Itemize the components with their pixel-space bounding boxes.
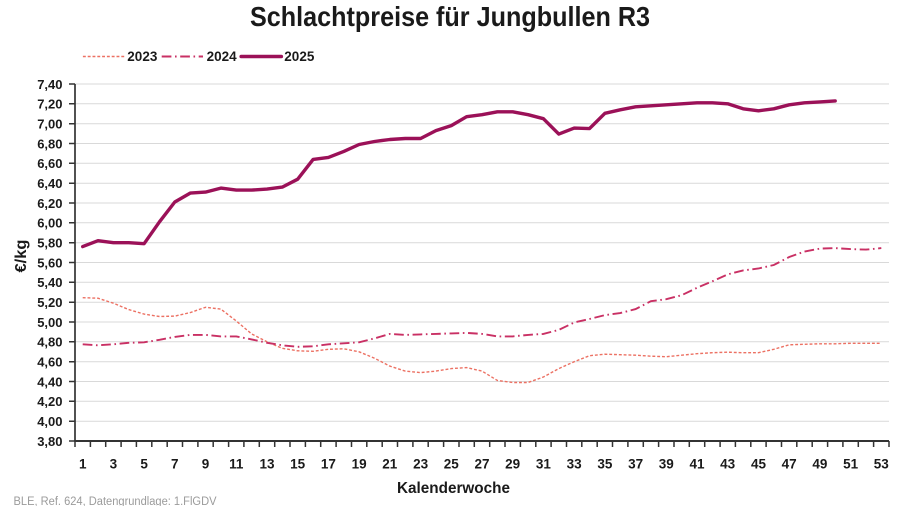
svg-text:33: 33 [567, 457, 583, 472]
svg-text:13: 13 [259, 457, 275, 472]
svg-text:5,00: 5,00 [37, 315, 62, 330]
svg-text:7,00: 7,00 [37, 117, 62, 132]
svg-text:21: 21 [382, 457, 398, 472]
svg-text:5,20: 5,20 [37, 295, 62, 310]
svg-text:31: 31 [536, 457, 552, 472]
svg-text:Schlachtpreise für Jungbullen: Schlachtpreise für Jungbullen R3 [250, 1, 650, 32]
svg-text:4,40: 4,40 [37, 374, 62, 389]
svg-text:43: 43 [720, 457, 736, 472]
svg-text:29: 29 [505, 457, 520, 472]
svg-text:47: 47 [782, 457, 797, 472]
svg-text:7,20: 7,20 [37, 97, 62, 112]
svg-text:11: 11 [229, 457, 244, 472]
svg-text:19: 19 [352, 457, 367, 472]
svg-text:6,60: 6,60 [37, 156, 62, 171]
svg-text:7: 7 [171, 457, 179, 472]
svg-text:7,40: 7,40 [37, 77, 62, 92]
svg-text:5,80: 5,80 [37, 236, 62, 251]
svg-text:41: 41 [689, 457, 705, 472]
svg-text:4,00: 4,00 [37, 414, 62, 429]
svg-text:2025: 2025 [284, 49, 315, 64]
svg-text:4,20: 4,20 [37, 394, 62, 409]
svg-text:€/kg: €/kg [13, 240, 30, 273]
svg-text:3: 3 [110, 457, 118, 472]
svg-text:25: 25 [444, 457, 460, 472]
svg-text:37: 37 [628, 457, 643, 472]
svg-text:27: 27 [474, 457, 489, 472]
svg-text:2024: 2024 [207, 49, 238, 64]
svg-text:6,80: 6,80 [37, 136, 62, 151]
svg-text:6,00: 6,00 [37, 216, 62, 231]
svg-text:53: 53 [874, 457, 890, 472]
svg-text:51: 51 [843, 457, 859, 472]
svg-text:17: 17 [321, 457, 336, 472]
svg-text:49: 49 [812, 457, 827, 472]
svg-text:23: 23 [413, 457, 429, 472]
svg-text:4,60: 4,60 [37, 355, 62, 370]
svg-text:39: 39 [659, 457, 674, 472]
svg-text:45: 45 [751, 457, 767, 472]
svg-text:6,40: 6,40 [37, 176, 62, 191]
svg-text:2023: 2023 [127, 49, 158, 64]
svg-text:BLE, Ref. 624, Datengrundlage:: BLE, Ref. 624, Datengrundlage: 1.FlGDV [14, 496, 217, 506]
svg-text:6,20: 6,20 [37, 196, 62, 211]
svg-text:1: 1 [79, 457, 87, 472]
svg-text:15: 15 [290, 457, 306, 472]
svg-text:5,40: 5,40 [37, 275, 62, 290]
svg-text:5,60: 5,60 [37, 255, 62, 270]
svg-text:9: 9 [202, 457, 210, 472]
svg-text:Kalenderwoche: Kalenderwoche [397, 480, 510, 497]
svg-text:4,80: 4,80 [37, 335, 62, 350]
svg-text:5: 5 [140, 457, 148, 472]
svg-text:35: 35 [597, 457, 613, 472]
svg-text:3,80: 3,80 [37, 434, 62, 449]
